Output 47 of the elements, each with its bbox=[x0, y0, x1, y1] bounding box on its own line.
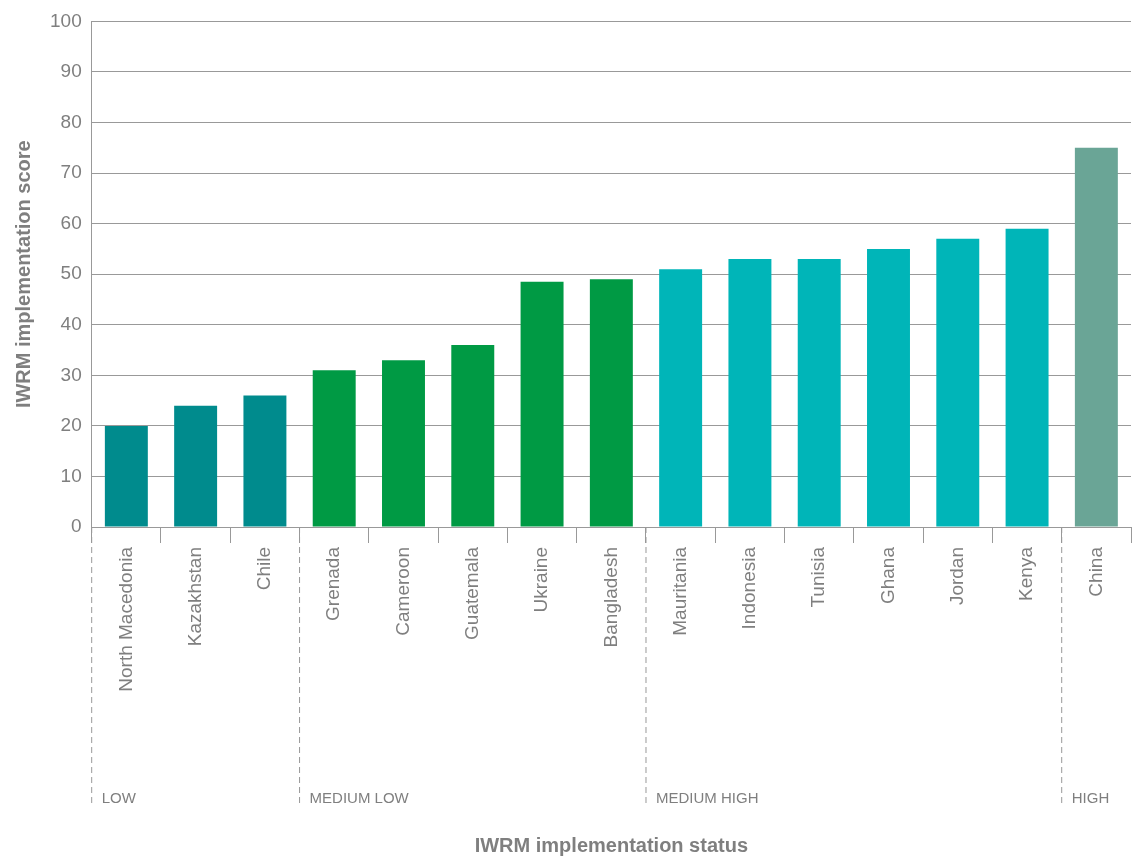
x-tick-label: Mauritania bbox=[668, 546, 690, 636]
bar bbox=[1074, 147, 1118, 527]
x-tick-label: North Macedonia bbox=[114, 546, 136, 692]
x-tick-label: Chile bbox=[253, 547, 275, 591]
x-tick-label: Kenya bbox=[1015, 546, 1037, 601]
x-tick-label: Cameroon bbox=[391, 547, 413, 636]
x-tick-label: Tunisia bbox=[807, 546, 829, 608]
bar bbox=[382, 360, 425, 527]
text: MEDIUM HIGH bbox=[655, 789, 759, 807]
bar bbox=[589, 279, 633, 527]
y-tick-label: 40 bbox=[60, 312, 82, 334]
text: MEDIUM LOW bbox=[309, 789, 410, 807]
y-tick-label: 80 bbox=[60, 110, 82, 132]
x-tick-label: Jordan bbox=[946, 547, 968, 606]
x-tick-label: Indonesia bbox=[738, 546, 760, 630]
y-tick-label: 90 bbox=[60, 60, 82, 82]
x-tick-label: Grenada bbox=[322, 546, 344, 621]
y-tick-label: 60 bbox=[60, 211, 82, 233]
bar bbox=[451, 344, 495, 527]
y-tick-label: 100 bbox=[50, 9, 82, 31]
bar bbox=[104, 425, 148, 527]
bar bbox=[174, 405, 218, 527]
text: IWRM implementation status bbox=[474, 833, 749, 856]
x-tick-label: Guatemala bbox=[461, 546, 483, 640]
y-tick-label: 50 bbox=[60, 262, 82, 284]
bar bbox=[520, 281, 564, 527]
y-tick-label: 0 bbox=[71, 515, 82, 537]
bar bbox=[797, 259, 841, 527]
x-tick-label: Ghana bbox=[876, 546, 898, 605]
x-tick-label: Bangladesh bbox=[599, 547, 621, 648]
y-tick-label: 30 bbox=[60, 363, 82, 385]
bar bbox=[728, 259, 772, 527]
y-axis-title: IWRM implementation score bbox=[11, 140, 34, 409]
text: HIGH bbox=[1071, 789, 1110, 807]
y-tick-label: 10 bbox=[60, 464, 82, 486]
bar bbox=[659, 269, 703, 527]
x-tick-label: Ukraine bbox=[530, 547, 552, 613]
bar bbox=[312, 370, 356, 527]
x-tick-label: Kazakhstan bbox=[183, 547, 205, 647]
bar bbox=[1005, 228, 1049, 527]
y-tick-label: 20 bbox=[60, 414, 82, 436]
bar bbox=[243, 395, 287, 527]
bar bbox=[936, 238, 980, 527]
y-tick-label: 70 bbox=[60, 161, 82, 183]
text: LOW bbox=[101, 789, 137, 807]
x-tick-label: China bbox=[1084, 546, 1106, 597]
bar bbox=[867, 248, 910, 527]
